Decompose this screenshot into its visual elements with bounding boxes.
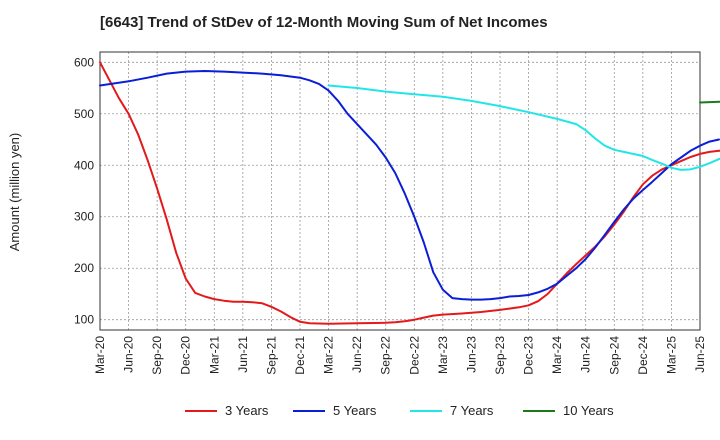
x-tick-label: Sep-22 — [379, 336, 393, 375]
legend-label: 3 Years — [225, 403, 269, 418]
series-line-3-years — [99, 61, 720, 325]
y-tick-label: 300 — [74, 210, 94, 224]
x-tick-label: Dec-23 — [522, 336, 536, 375]
y-axis-title: Amount (million yen) — [7, 133, 22, 252]
y-tick-label: 200 — [74, 261, 94, 275]
x-tick-label: Dec-20 — [179, 336, 193, 375]
series-lines — [99, 61, 720, 325]
x-tick-label: Dec-21 — [293, 336, 307, 375]
x-tick-label: Jun-25 — [693, 336, 707, 373]
y-tick-label: 600 — [74, 55, 94, 69]
x-tick-label: Dec-24 — [636, 336, 650, 375]
axes — [99, 51, 701, 331]
x-tick-label: Jun-23 — [464, 336, 478, 373]
legend-label: 10 Years — [563, 403, 614, 418]
plot-frame — [99, 51, 701, 331]
x-tick-label: Mar-20 — [93, 336, 107, 374]
x-tick-labels: Mar-20 Jun-20 Sep-20 Dec-20 Mar-21 Jun-21 Sep-… — [93, 336, 707, 375]
y-tick-labels: 100 200 300 400 500 600 — [74, 55, 94, 326]
x-tick-label: Mar-21 — [207, 336, 221, 374]
legend-label: 7 Years — [450, 403, 494, 418]
legend: 3 Years 5 Years 7 Years 10 Years — [185, 403, 614, 418]
x-tick-label: Jun-20 — [122, 336, 136, 373]
series-line-7-years — [327, 84, 720, 171]
x-tick-label: Sep-21 — [264, 336, 278, 375]
x-tick-label: Mar-25 — [664, 336, 678, 374]
x-tick-label: Dec-22 — [407, 336, 421, 375]
x-tick-label: Jun-21 — [236, 336, 250, 373]
series-line-10-years — [699, 100, 720, 104]
x-tick-label: Jun-22 — [350, 336, 364, 373]
x-tick-label: Jun-24 — [579, 336, 593, 373]
x-tick-label: Mar-23 — [436, 336, 450, 374]
x-tick-label: Mar-22 — [322, 336, 336, 374]
x-tick-label: Sep-20 — [150, 336, 164, 375]
legend-label: 5 Years — [333, 403, 377, 418]
x-tick-label: Mar-24 — [550, 336, 564, 374]
x-tick-label: Sep-24 — [607, 336, 621, 375]
y-tick-label: 100 — [74, 313, 94, 327]
series-line-5-years — [99, 70, 720, 301]
y-tick-label: 500 — [74, 107, 94, 121]
chart-title: [6643] Trend of StDev of 12-Month Moving… — [100, 14, 548, 31]
grid — [99, 52, 701, 330]
x-tick-label: Sep-23 — [493, 336, 507, 375]
y-tick-label: 400 — [74, 158, 94, 172]
